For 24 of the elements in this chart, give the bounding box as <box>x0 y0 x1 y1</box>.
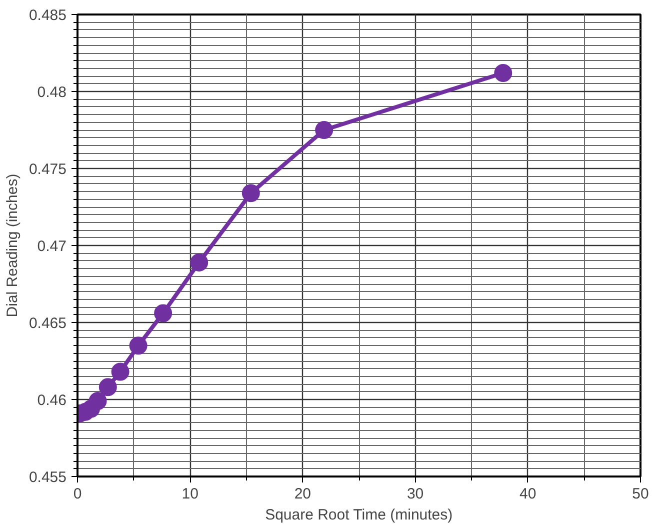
x-tick-label: 20 <box>294 486 312 502</box>
y-tick-label: 0.46 <box>37 392 67 409</box>
point <box>98 378 117 396</box>
point <box>315 121 334 139</box>
x-tick-label: 40 <box>520 486 536 502</box>
x-tick-label: 50 <box>632 486 649 502</box>
y-tick-label: 0.455 <box>28 469 67 486</box>
y-tick-label: 0.465 <box>28 315 67 332</box>
point <box>111 362 130 381</box>
y-tick-label: 0.485 <box>28 7 67 24</box>
x-tick-label: 10 <box>182 486 198 502</box>
y-axis-title: Dial Reading (inches) <box>4 174 21 318</box>
point <box>129 336 148 355</box>
y-tick-label: 0.48 <box>37 84 67 101</box>
y-tick-label: 0.47 <box>37 238 67 255</box>
x-tick-label: 30 <box>406 486 424 502</box>
point <box>242 184 260 202</box>
x-axis-title: Square Root Time (minutes) <box>265 506 453 524</box>
point <box>190 253 208 272</box>
point <box>154 304 172 322</box>
point <box>494 64 512 82</box>
x-tick-label: 0 <box>73 486 82 502</box>
y-tick-label: 0.475 <box>28 161 67 178</box>
point <box>88 392 107 410</box>
